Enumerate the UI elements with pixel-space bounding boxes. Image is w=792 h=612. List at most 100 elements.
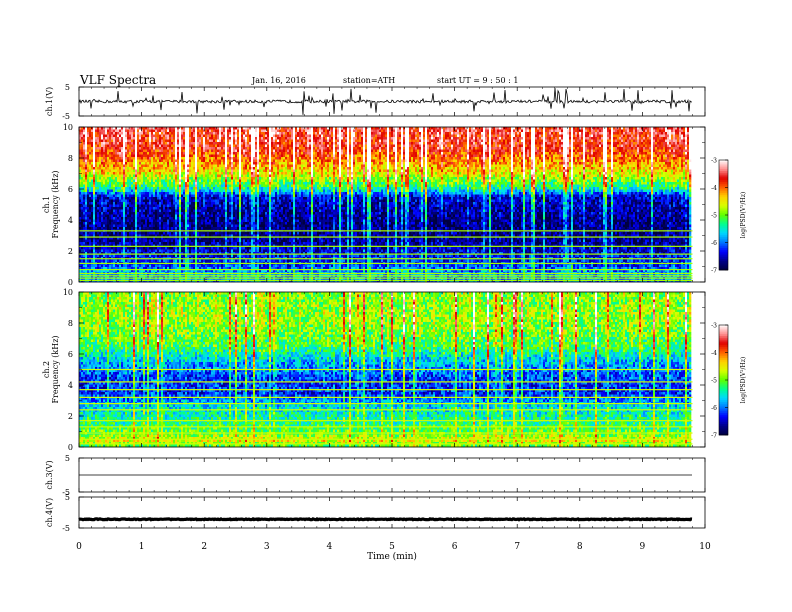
spectrogram-cell xyxy=(165,145,167,148)
spectrogram-cell xyxy=(151,165,153,168)
spectrogram-cell xyxy=(183,215,185,218)
spectrogram-cell xyxy=(125,260,127,263)
spectrogram-cell xyxy=(125,205,127,208)
spectrogram-cell xyxy=(153,260,155,263)
spectrogram-cell xyxy=(115,210,117,213)
spectrogram-cell xyxy=(175,260,177,263)
spectrogram-cell xyxy=(113,135,115,138)
spectrogram-cell xyxy=(163,162,165,165)
spectrogram-cell xyxy=(163,260,165,263)
spectrogram-cell xyxy=(125,215,127,218)
spectrogram-cell xyxy=(139,152,141,155)
spectrogram-cell xyxy=(175,147,177,150)
spectrogram-cell xyxy=(175,250,177,253)
spectrogram-cell xyxy=(127,167,129,170)
spectrogram-cell xyxy=(149,167,151,170)
spectrogram-cell xyxy=(171,255,173,258)
spectrogram-cell xyxy=(117,160,119,163)
spectrogram-cell xyxy=(107,145,109,148)
spectrogram-cell xyxy=(191,225,193,228)
spectrogram-cell xyxy=(129,207,131,210)
spectrogram-cell xyxy=(115,132,117,135)
spectrogram-cell xyxy=(161,170,163,173)
spectrogram-cell xyxy=(141,142,143,145)
spectrogram-cell xyxy=(127,160,129,163)
spectrogram-cell xyxy=(93,247,95,250)
spectrogram-cell xyxy=(195,147,197,150)
spectrogram-cell xyxy=(143,160,145,163)
spectrogram-cell xyxy=(105,197,107,200)
spectrogram-cell xyxy=(133,247,135,250)
spectrogram-cell xyxy=(121,170,123,173)
spectrogram-cell xyxy=(87,217,89,220)
spectrogram-cell xyxy=(99,135,101,138)
spectrogram-cell xyxy=(155,227,157,230)
spectrogram-cell xyxy=(137,162,139,165)
spectrogram-cell xyxy=(195,185,197,188)
spectrogram-cell xyxy=(115,227,117,230)
spectrogram-cell xyxy=(117,225,119,228)
spectrogram-cell xyxy=(195,150,197,153)
spectrogram-cell xyxy=(141,205,143,208)
spectrogram-cell xyxy=(183,207,185,210)
spectrogram-cell xyxy=(161,217,163,220)
spectrogram-cell xyxy=(161,182,163,185)
spectrogram-cell xyxy=(81,207,83,210)
spectrogram-cell xyxy=(113,165,115,168)
spectrogram-cell xyxy=(161,195,163,198)
spectrogram-cell xyxy=(111,227,113,230)
spectrogram-cell xyxy=(143,260,145,263)
spectrogram-cell xyxy=(149,150,151,153)
spectrogram-cell xyxy=(193,255,195,258)
spectrogram-cell xyxy=(193,140,195,143)
spectrogram-cell xyxy=(153,255,155,258)
spectrogram-cell xyxy=(95,215,97,218)
spectrogram-cell xyxy=(153,137,155,140)
spectrogram-cell xyxy=(97,215,99,218)
spectrogram-cell xyxy=(105,247,107,250)
spectrogram-cell xyxy=(85,220,87,223)
spectrogram-cell xyxy=(103,135,105,138)
spectrogram-cell xyxy=(175,205,177,208)
spectrogram-cell xyxy=(181,130,183,133)
spectrogram-cell xyxy=(91,182,93,185)
spectrogram-cell xyxy=(181,220,183,223)
spectrogram-cell xyxy=(95,127,97,130)
spectrogram-cell xyxy=(121,232,123,235)
spectrogram-cell xyxy=(133,165,135,168)
spectrogram-cell xyxy=(171,190,173,193)
spectrogram-cell xyxy=(133,215,135,218)
spectrogram-cell xyxy=(157,190,159,193)
spectrogram-cell xyxy=(125,155,127,158)
spectrogram-cell xyxy=(141,225,143,228)
spectrogram-cell xyxy=(85,167,87,170)
spectrogram-cell xyxy=(109,177,111,180)
spectrogram-cell xyxy=(165,232,167,235)
spectrogram-cell xyxy=(155,265,157,268)
spectrogram-cell xyxy=(87,222,89,225)
spectrogram-cell xyxy=(129,260,131,263)
spectrogram-cell xyxy=(119,215,121,218)
spectrogram-cell xyxy=(111,222,113,225)
spectrogram-cell xyxy=(143,147,145,150)
spectrogram-cell xyxy=(109,265,111,268)
spectrogram-cell xyxy=(91,242,93,245)
spectrogram-cell xyxy=(95,160,97,163)
spectrogram-cell xyxy=(139,212,141,215)
spectrogram-cell xyxy=(85,160,87,163)
spectrogram-cell xyxy=(93,187,95,190)
spectrogram-cell xyxy=(153,192,155,195)
spectrogram-cell xyxy=(127,150,129,153)
spectrogram-cell xyxy=(137,172,139,175)
spectrogram-cell xyxy=(109,170,111,173)
spectrogram-cell xyxy=(171,180,173,183)
spectrogram-cell xyxy=(109,182,111,185)
spectrogram-cell xyxy=(153,162,155,165)
spectrogram-cell xyxy=(177,147,179,150)
spectrogram-cell xyxy=(191,157,193,160)
spectrogram-cell xyxy=(101,207,103,210)
spectrogram-cell xyxy=(181,172,183,175)
spectrogram-cell xyxy=(177,170,179,173)
spectrogram-cell xyxy=(87,247,89,250)
spectrogram-cell xyxy=(139,210,141,213)
